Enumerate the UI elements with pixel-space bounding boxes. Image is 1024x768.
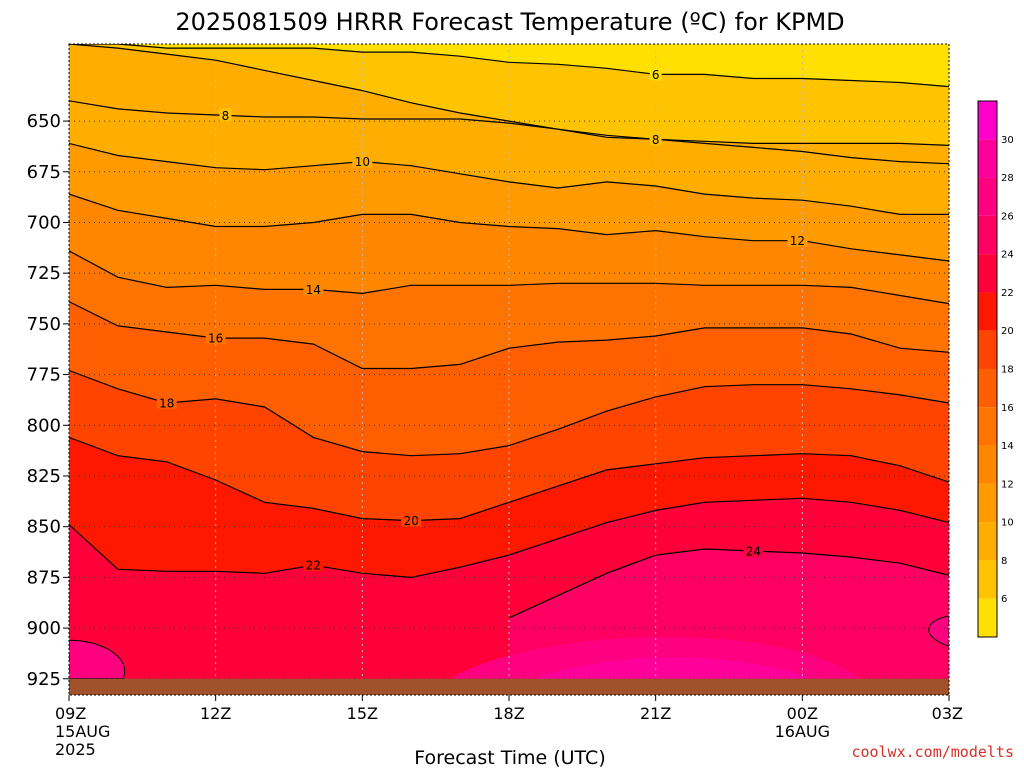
isotherm-label-bg bbox=[303, 558, 324, 572]
colorbar-swatch bbox=[978, 254, 997, 293]
isotherm-line bbox=[69, 369, 949, 457]
y-tick-label: 675 bbox=[27, 162, 61, 183]
x-axis-label: Forecast Time (UTC) bbox=[414, 747, 605, 768]
colorbar-swatch bbox=[978, 101, 997, 140]
isotherm-label-bg bbox=[743, 544, 764, 558]
colorbar-swatch bbox=[978, 560, 997, 599]
isotherm-label-bg bbox=[219, 108, 232, 122]
plot-frame bbox=[68, 43, 950, 696]
colorbar: 6 8 10 12 14 16 18 20 22 24 26 28 30 bbox=[977, 100, 1014, 638]
colorbar-tick-label: 24 bbox=[1001, 250, 1014, 261]
colorbar-swatch bbox=[978, 177, 997, 216]
y-tick-label: 700 bbox=[27, 212, 61, 233]
isotherm-line bbox=[508, 548, 949, 619]
colorbar-swatch bbox=[978, 139, 997, 178]
colorbar-tick-label: 30 bbox=[1001, 135, 1014, 146]
colorbar-tick-label: 8 bbox=[1001, 556, 1007, 567]
isotherm-label-bg bbox=[649, 132, 662, 146]
y-tick-label: 650 bbox=[27, 111, 61, 132]
band-fill bbox=[928, 615, 949, 647]
colorbar-tick-label: 26 bbox=[1001, 211, 1014, 222]
isotherm-label: 6 bbox=[652, 68, 660, 82]
x-tick-label: 15Z bbox=[347, 704, 378, 723]
colorbar-tick-label: 14 bbox=[1001, 441, 1014, 452]
isotherm-label-bg bbox=[352, 154, 373, 168]
isotherm-line bbox=[69, 142, 949, 215]
colorbar-tick-label: 6 bbox=[1001, 594, 1007, 605]
isotherm-label-bg bbox=[303, 282, 324, 296]
isotherm-label-bg bbox=[787, 233, 808, 247]
isotherm-line bbox=[69, 44, 949, 146]
colorbar-tick-label: 20 bbox=[1001, 326, 1014, 337]
isotherm-label-bg bbox=[205, 331, 226, 345]
isotherm-label-bg bbox=[156, 395, 177, 409]
colorbar-tick-label: 16 bbox=[1001, 403, 1014, 414]
colorbar-tick-label: 18 bbox=[1001, 365, 1014, 376]
x-tick-label: 00Z bbox=[787, 704, 818, 723]
isotherm-label: 18 bbox=[159, 396, 174, 410]
x-tick-label: 03Z bbox=[932, 704, 963, 723]
isotherm-label: 22 bbox=[306, 559, 321, 573]
chart-title: 2025081509 HRRR Forecast Temperature (ºC… bbox=[175, 8, 844, 36]
isotherm-label: 12 bbox=[790, 234, 805, 248]
colorbar-tick-label: 12 bbox=[1001, 479, 1014, 490]
ground-strip bbox=[69, 678, 949, 695]
colorbar-swatch bbox=[978, 445, 997, 484]
colorbar-swatch bbox=[978, 292, 997, 331]
band-fill bbox=[69, 639, 126, 680]
colorbar-tick-label: 28 bbox=[1001, 173, 1014, 184]
band-fill bbox=[533, 657, 813, 679]
isotherm-label: 8 bbox=[652, 133, 660, 147]
colorbar-tick-label: 10 bbox=[1001, 518, 1014, 529]
isotherm-label: 20 bbox=[404, 514, 419, 528]
colorbar-swatch bbox=[978, 598, 997, 637]
colorbar-swatch bbox=[978, 483, 997, 523]
isotherm-line bbox=[69, 497, 949, 579]
y-tick-label: 900 bbox=[27, 618, 61, 639]
y-tick-label: 800 bbox=[27, 415, 61, 436]
isotherm-label-bg bbox=[401, 513, 422, 527]
credit-text: coolwx.com/modelts bbox=[851, 743, 1014, 761]
colorbar-swatch bbox=[978, 330, 997, 369]
isotherm-line bbox=[69, 250, 949, 305]
y-tick-label: 825 bbox=[27, 466, 61, 487]
isotherm-label: 14 bbox=[306, 283, 321, 297]
isotherm-line bbox=[69, 436, 949, 522]
x-tick-label: 21Z bbox=[640, 704, 671, 723]
y-tick-label: 750 bbox=[27, 314, 61, 335]
isotherm-label: 8 bbox=[222, 109, 230, 123]
y-tick-label: 850 bbox=[27, 517, 61, 538]
y-tick-label: 725 bbox=[27, 263, 61, 284]
colorbar-swatch bbox=[978, 522, 997, 561]
x-tick-label: 09Z bbox=[55, 704, 86, 723]
isotherm-label: 16 bbox=[208, 332, 223, 346]
y-tick-label: 775 bbox=[27, 365, 61, 386]
isotherm-line bbox=[69, 100, 949, 165]
isotherm-label: 24 bbox=[746, 545, 761, 559]
colorbar-tick-label: 22 bbox=[1001, 288, 1014, 299]
x-tick-label: 18Z bbox=[493, 704, 524, 723]
isotherms: 6 8 8 10 12 14 16 18 20 22 24 bbox=[69, 44, 949, 619]
x-tick-date: 16AUG bbox=[775, 722, 830, 741]
plot-area: 6 8 8 10 12 14 16 18 20 22 24 bbox=[68, 43, 950, 696]
y-tick-label: 925 bbox=[27, 669, 61, 690]
temperature-fill bbox=[69, 44, 949, 695]
y-tick-label: 875 bbox=[27, 567, 61, 588]
x-tick-year: 2025 bbox=[55, 740, 96, 759]
y-axis: 650 675 700 725 750 775 800 825 850 875 900 925 bbox=[27, 111, 69, 690]
colorbar-swatch bbox=[978, 369, 997, 408]
colorbar-swatch bbox=[978, 407, 997, 446]
x-tick-label: 12Z bbox=[200, 704, 231, 723]
isotherm-line bbox=[69, 44, 949, 88]
colorbar-swatch bbox=[978, 215, 997, 255]
x-tick-date: 15AUG bbox=[55, 722, 110, 741]
isotherm-label-bg bbox=[649, 67, 662, 81]
isotherm-label: 10 bbox=[355, 155, 370, 169]
colorbar-frame bbox=[977, 100, 998, 638]
